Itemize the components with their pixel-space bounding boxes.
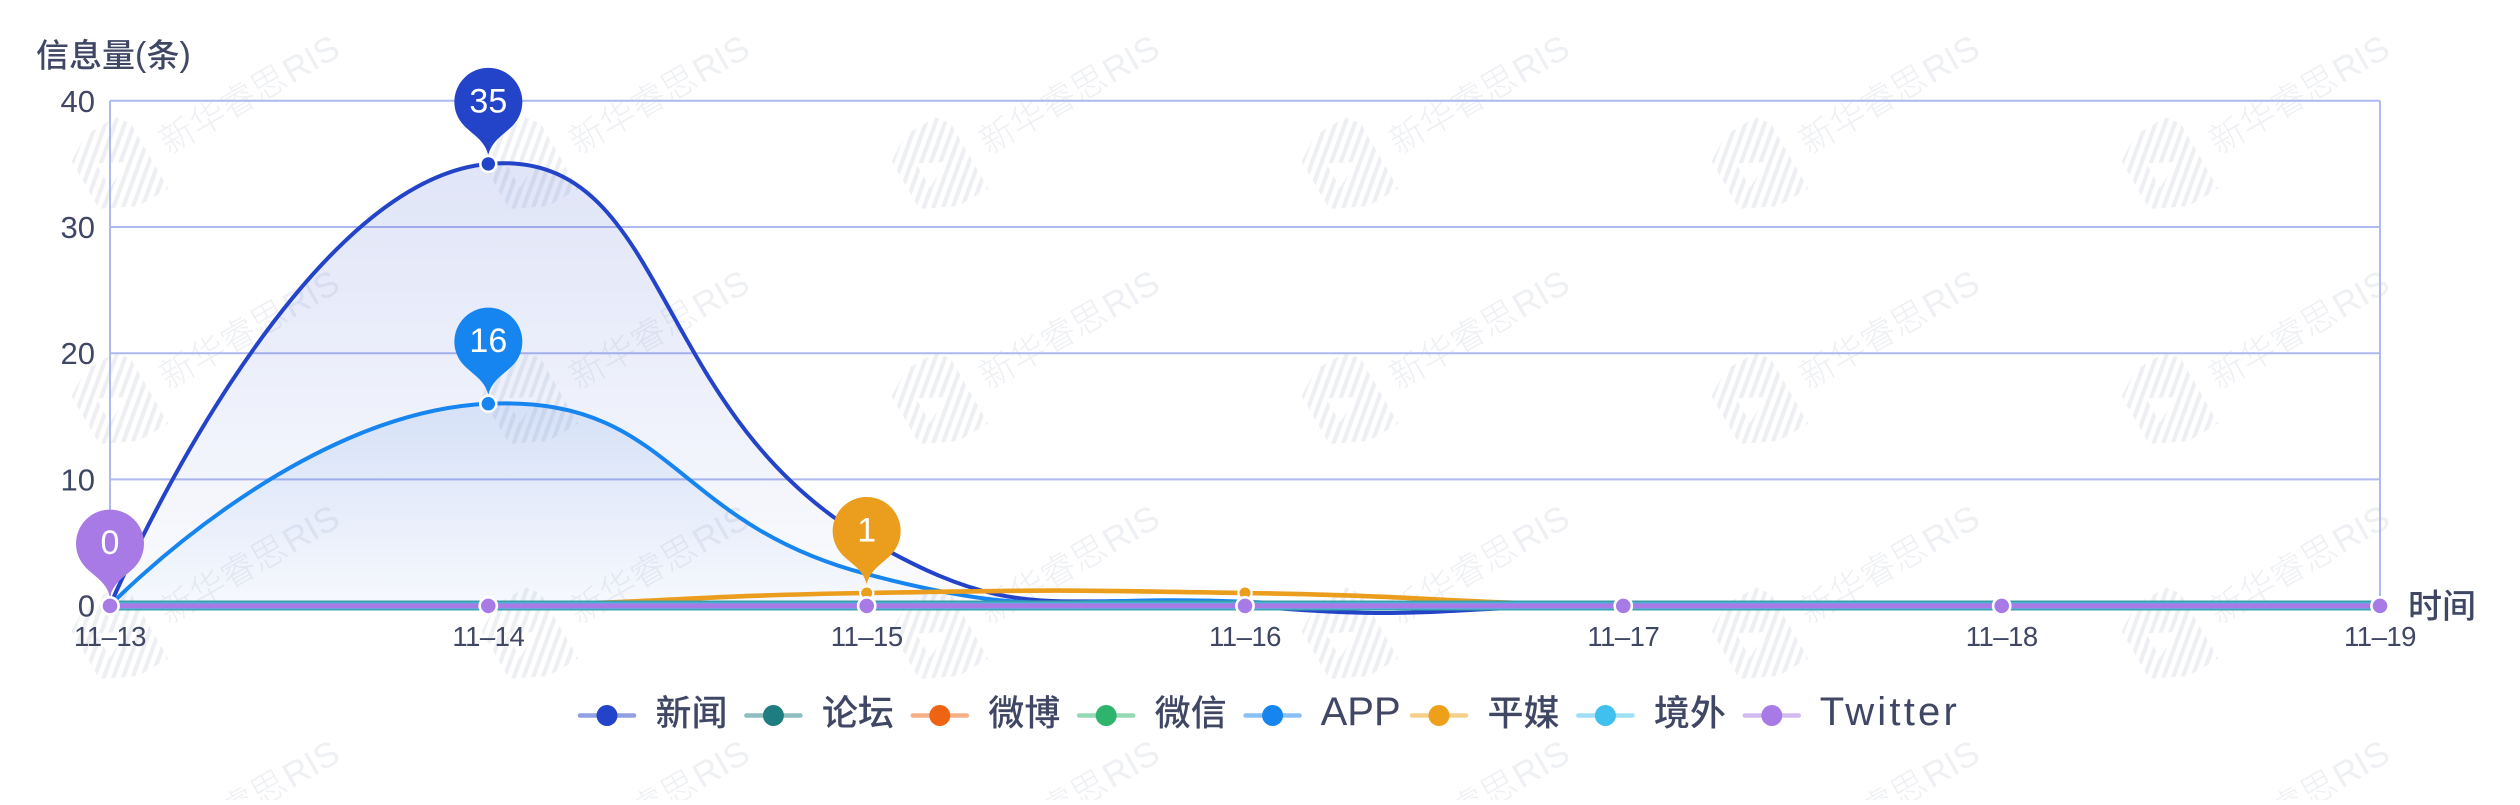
svg-text:20: 20 <box>61 336 95 371</box>
svg-text:40: 40 <box>61 84 95 119</box>
svg-text:Twitter: Twitter <box>1820 690 1960 734</box>
svg-text:16: 16 <box>469 322 507 360</box>
svg-text:(: ( <box>135 36 147 74</box>
svg-text:11–19: 11–19 <box>2344 621 2416 652</box>
svg-text:35: 35 <box>469 82 507 120</box>
svg-text:0: 0 <box>78 589 95 624</box>
svg-text:11–17: 11–17 <box>1587 621 1659 652</box>
svg-text:): ) <box>180 36 191 74</box>
svg-text:11–15: 11–15 <box>831 621 903 652</box>
svg-text:10: 10 <box>61 462 95 497</box>
svg-text:11–18: 11–18 <box>1966 621 2038 652</box>
svg-text:30: 30 <box>61 210 95 245</box>
svg-text:1: 1 <box>857 511 876 549</box>
svg-text:11–13: 11–13 <box>74 621 146 652</box>
svg-text:APP: APP <box>1321 690 1401 734</box>
svg-text:11–14: 11–14 <box>452 621 524 652</box>
svg-text:11–16: 11–16 <box>1209 621 1281 652</box>
svg-text:0: 0 <box>101 524 120 562</box>
